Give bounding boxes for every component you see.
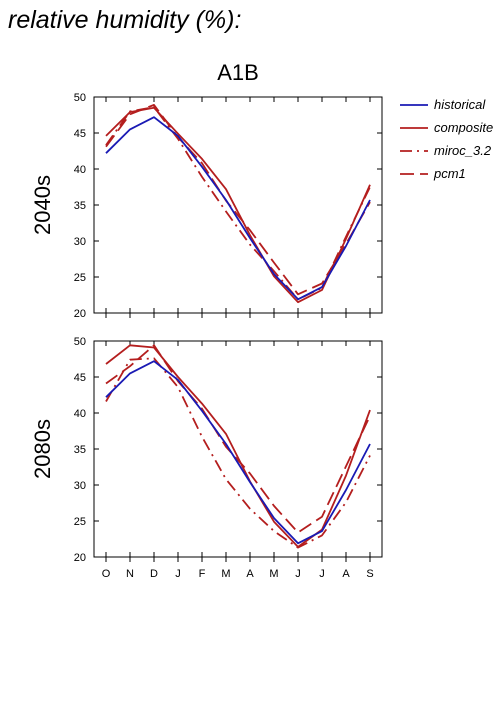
y-tick-label: 45: [74, 372, 86, 384]
x-tick-label: D: [150, 568, 158, 580]
chart-legend: historical composite miroc_3.2 pcm1: [400, 97, 493, 181]
x-tick-label: J: [319, 568, 325, 580]
y-tick-label: 50: [74, 336, 86, 348]
y-tick-label: 45: [74, 128, 86, 140]
chart-panels: 20 25 30 35 40 45 50 2040s 20 25 30 35 40 45 50 O N D J F M A…: [30, 92, 383, 580]
y-tick-label: 50: [74, 92, 86, 104]
y-tick-label: 20: [74, 552, 86, 564]
series-line-pcm1: [105, 104, 371, 296]
y-tick-label: 30: [74, 480, 86, 492]
plot-frame: [93, 340, 383, 558]
x-tick-label: A: [342, 568, 350, 580]
x-tick-label: A: [246, 568, 254, 580]
y-tick-label: 25: [74, 272, 86, 284]
y-tick-label: 25: [74, 516, 86, 528]
series-line-historical: [105, 116, 371, 301]
panel-1: 20 25 30 35 40 45 50 2040s: [30, 92, 383, 320]
legend-label: composite: [434, 120, 493, 135]
chart-title: A1B: [217, 60, 259, 85]
y-tick-label: 30: [74, 236, 86, 248]
legend-label: miroc_3.2: [434, 143, 492, 158]
x-tick-label: S: [366, 568, 373, 580]
x-tick-label: O: [102, 568, 111, 580]
series-line-historical: [105, 360, 371, 545]
x-tick-label: F: [199, 568, 206, 580]
x-tick-label: M: [221, 568, 230, 580]
y-axis-label: 2080s: [30, 419, 55, 479]
y-tick-label: 20: [74, 308, 86, 320]
x-tick-label: N: [126, 568, 134, 580]
legend-label: historical: [434, 97, 486, 112]
x-tick-label: J: [295, 568, 301, 580]
page-title: relative humidity (%):: [8, 6, 242, 34]
y-tick-label: 40: [74, 408, 86, 420]
legend-label: pcm1: [433, 166, 466, 181]
y-tick-label: 40: [74, 164, 86, 176]
series-line-composite: [105, 344, 371, 548]
y-tick-label: 35: [74, 200, 86, 212]
y-tick-label: 35: [74, 444, 86, 456]
y-axis-label: 2040s: [30, 175, 55, 235]
panel-2: 20 25 30 35 40 45 50 O N D J F M A M J J A S 2080s: [30, 336, 383, 580]
x-tick-label: M: [269, 568, 278, 580]
plot-frame: [93, 96, 383, 314]
series-line-miroc-3-2: [105, 357, 371, 549]
x-tick-label: J: [175, 568, 181, 580]
series-line-pcm1: [105, 344, 371, 534]
